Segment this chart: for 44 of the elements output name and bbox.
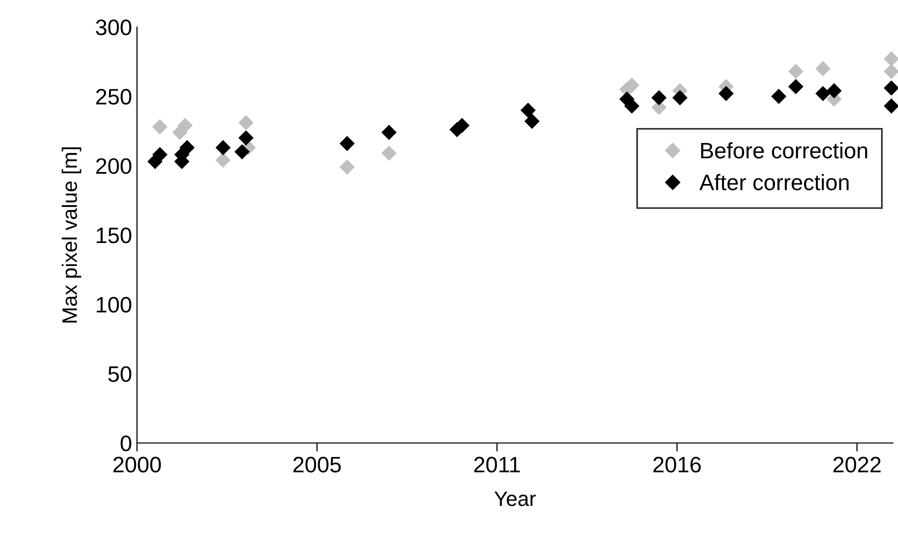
- point: [234, 144, 250, 160]
- point: [147, 154, 163, 170]
- y-axis-title: Max pixel value [m]: [62, 147, 82, 322]
- x-axis-title: Year: [494, 492, 536, 506]
- y-tick-label: 0: [120, 436, 132, 452]
- x-tick-label: 2000: [113, 456, 161, 473]
- point: [884, 64, 898, 79]
- point: [884, 51, 898, 66]
- y-tick-label: 50: [108, 366, 132, 382]
- point: [815, 60, 831, 76]
- point: [718, 86, 734, 102]
- point: [238, 130, 254, 146]
- point: [340, 136, 355, 152]
- x-tick-label: 2011: [474, 456, 520, 473]
- point: [884, 98, 898, 114]
- point: [815, 86, 831, 102]
- point: [215, 140, 231, 156]
- y-tick-label: 250: [96, 88, 132, 105]
- y-tick-label: 100: [96, 296, 132, 313]
- y-tick-label: 200: [96, 158, 132, 174]
- point: [672, 90, 688, 106]
- point: [381, 124, 397, 140]
- point: [624, 98, 640, 114]
- y-tick-label: 150: [96, 228, 132, 244]
- x-tick-label: 2005: [293, 456, 341, 473]
- point: [381, 146, 397, 161]
- point: [152, 119, 168, 134]
- point: [520, 102, 536, 118]
- point: [884, 80, 898, 96]
- point: [826, 83, 842, 98]
- x-tick-label: 2016: [653, 456, 701, 473]
- point: [788, 64, 804, 79]
- legend-label: After correction: [699, 174, 849, 190]
- point: [238, 115, 254, 130]
- point: [524, 114, 540, 129]
- x-tick-label: 2022: [833, 456, 881, 473]
- point: [340, 159, 355, 175]
- point: [651, 90, 667, 106]
- point: [788, 79, 804, 94]
- point: [771, 88, 786, 104]
- point: [215, 152, 231, 168]
- point: [172, 124, 188, 140]
- legend-label: Before correction: [701, 142, 868, 158]
- y-tick-label: 300: [96, 20, 132, 36]
